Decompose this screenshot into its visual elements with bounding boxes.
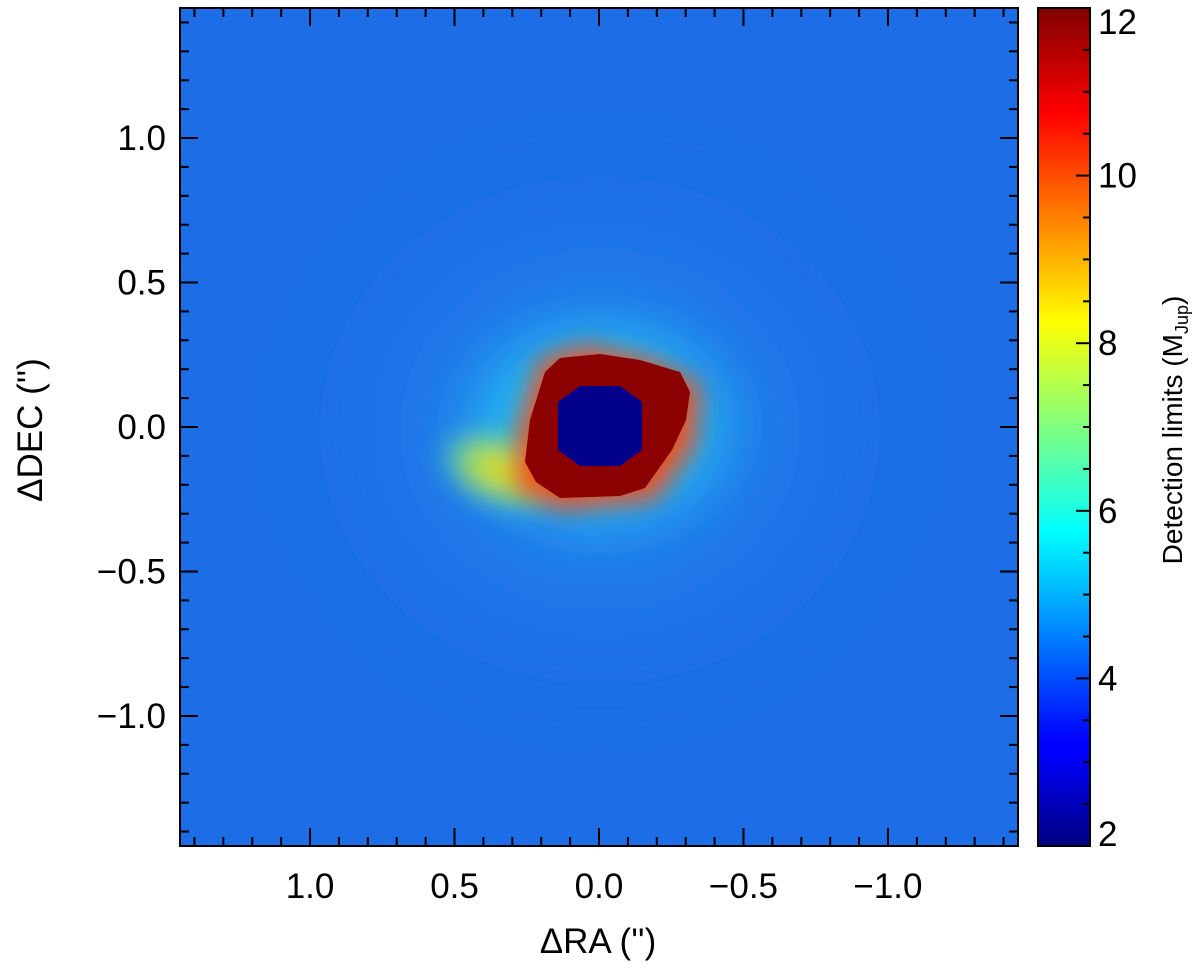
colorbar-ticks: 12 10 8 6 4 2 (1076, 3, 1137, 854)
heatmap-center-mask (558, 386, 642, 466)
x-tick-label: −1.0 (853, 867, 922, 906)
colorbar-tick-label: 8 (1098, 324, 1117, 363)
y-axis-title: ΔDEC ('') (11, 358, 50, 502)
colorbar-tick-label: 4 (1098, 659, 1117, 698)
colorbar-label: Detection limits (1157, 374, 1188, 564)
colorbar-unit-main: M (1157, 334, 1188, 357)
x-tick-label: −0.5 (709, 867, 778, 906)
colorbar-paren-close: ) (1157, 296, 1188, 305)
colorbar-tick-label: 12 (1098, 3, 1137, 42)
x-axis: 1.0 0.5 0.0 −0.5 −1.0 (193, 8, 1005, 906)
y-tick-label: 0.0 (117, 408, 166, 447)
colorbar-gradient (1038, 8, 1090, 846)
x-axis-title: ΔRA ('') (540, 922, 656, 961)
colorbar-tick-label: 2 (1098, 815, 1117, 854)
x-tick-label: 0.0 (575, 867, 624, 906)
y-tick-label: 0.5 (117, 264, 166, 303)
y-tick-label: 1.0 (117, 119, 166, 158)
heatmap-image (180, 8, 1018, 846)
colorbar: 12 10 8 6 4 2 Detection limits (MJup) (1037, 3, 1192, 854)
y-tick-label: −1.0 (97, 697, 166, 736)
y-axis: 1.0 0.5 0.0 −0.5 −1.0 (97, 21, 1018, 833)
colorbar-tick-label: 6 (1098, 492, 1117, 531)
x-tick-label: 1.0 (286, 867, 335, 906)
colorbar-unit-sub: Jup (1172, 305, 1192, 334)
x-tick-label: 0.5 (430, 867, 479, 906)
y-tick-label: −0.5 (97, 552, 166, 591)
colorbar-title: Detection limits (MJup) (1157, 296, 1192, 565)
colorbar-paren-open: ( (1157, 357, 1188, 367)
colorbar-tick-label: 10 (1098, 157, 1137, 196)
